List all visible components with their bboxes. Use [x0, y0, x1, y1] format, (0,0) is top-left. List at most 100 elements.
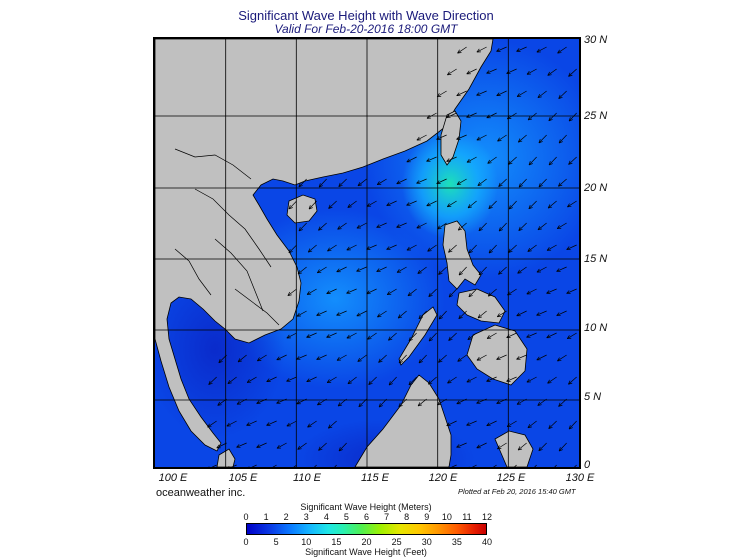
wave-arrow-head	[236, 400, 240, 405]
wave-arrow-head	[536, 312, 540, 316]
wave-arrow-head	[418, 314, 421, 319]
wave-arrow-head	[217, 401, 220, 406]
wave-arrow-head	[457, 52, 462, 54]
wave-arrow	[556, 310, 567, 316]
wave-arrow	[557, 222, 567, 229]
wave-arrow-head	[468, 249, 471, 254]
wave-arrow	[436, 134, 447, 140]
wave-arrow	[477, 178, 487, 186]
legend-meters-tick: 10	[441, 512, 452, 522]
wave-arrow-head	[357, 182, 361, 186]
wave-arrow-head	[276, 356, 280, 361]
wave-arrow	[477, 310, 487, 319]
wave-arrow-head	[478, 229, 483, 232]
wave-arrow-head	[568, 427, 573, 430]
wave-arrow-head	[357, 360, 362, 362]
wave-arrow-head	[568, 117, 571, 122]
wave-arrow-head	[326, 334, 330, 338]
wave-peak-luzon-strait	[402, 129, 498, 239]
wave-arrow	[508, 156, 517, 165]
wave-arrow-head	[477, 314, 481, 319]
wave-arrow-head	[326, 290, 330, 294]
wave-arrow-head	[527, 250, 532, 252]
wave-arrow-head	[366, 202, 370, 207]
wave-arrow-head	[517, 138, 521, 143]
wave-arrow	[288, 244, 297, 254]
wave-arrow	[526, 376, 537, 383]
wave-arrow	[486, 112, 497, 119]
legend-meters-tick: 2	[283, 512, 289, 522]
wave-arrow	[446, 156, 457, 162]
wave-arrow-head	[527, 247, 531, 252]
land-luzon	[442, 220, 482, 290]
wave-arrow	[488, 200, 497, 209]
wave-arrow	[377, 310, 387, 318]
wave-arrow	[336, 354, 347, 361]
wave-arrow-head	[556, 312, 560, 316]
wave-arrow	[356, 310, 367, 317]
wave-arrow	[548, 112, 557, 122]
wave-arrow	[486, 68, 497, 74]
wave-arrow	[558, 398, 567, 407]
wave-arrow	[467, 200, 477, 209]
wave-arrow-head	[297, 272, 303, 275]
wave-arrow-head	[507, 115, 510, 120]
wave-arrow-head	[276, 444, 280, 449]
wave-arrow-head	[536, 48, 540, 53]
wave-arrow-head	[356, 312, 360, 317]
wave-arrow-head	[466, 158, 470, 163]
wave-arrow-head	[416, 224, 420, 229]
wave-arrow-head	[558, 141, 563, 144]
wave-arrow-head	[518, 183, 521, 188]
land-masses	[155, 39, 534, 467]
wave-arrow-head	[437, 228, 442, 230]
wave-arrow-head	[448, 293, 451, 298]
wave-arrow	[548, 156, 557, 166]
wave-arrow-head	[396, 224, 400, 228]
wave-arrow	[306, 332, 317, 338]
wave-arrow-head	[558, 447, 561, 452]
legend-meters-tick: 4	[323, 512, 329, 522]
wave-arrow-head	[488, 249, 491, 254]
wave-arrow-head	[558, 139, 561, 144]
wave-arrow	[486, 332, 497, 339]
wave-arrow-head	[457, 49, 460, 54]
wave-arrow-head	[358, 402, 361, 407]
wave-arrow-head	[306, 291, 310, 295]
wave-arrow-head	[508, 205, 511, 210]
wave-arrow-head	[486, 422, 490, 426]
wave-arrow	[498, 178, 507, 187]
wave-arrow	[568, 68, 577, 77]
wave-arrow-head	[548, 161, 551, 166]
lon-label-120e: 120 E	[428, 472, 458, 484]
wave-arrow	[388, 332, 397, 341]
wave-arrow	[567, 332, 577, 340]
wave-arrow-head	[457, 357, 460, 362]
wave-arrow	[307, 420, 317, 428]
wave-arrow-head	[336, 268, 340, 272]
wave-arrow-head	[557, 52, 562, 54]
wave-arrow-head	[287, 291, 291, 296]
wave-arrow-head	[427, 250, 432, 252]
wave-arrow-head	[526, 70, 530, 75]
wave-arrow-head	[497, 445, 500, 450]
wave-arrow-head	[458, 273, 463, 276]
wave-arrow-head	[456, 92, 460, 96]
wave-arrow	[546, 332, 557, 339]
wave-arrow	[466, 420, 477, 426]
wave-arrow-head	[506, 378, 510, 382]
wave-arrow	[426, 156, 437, 162]
wave-arrow-head	[526, 334, 530, 338]
wave-arrow-head	[388, 336, 391, 341]
wave-arrow-head	[388, 381, 391, 386]
wave-arrow-head	[246, 422, 250, 426]
wave-arrow	[526, 288, 537, 295]
wave-arrow-head	[357, 357, 360, 362]
wave-arrow-head	[297, 445, 300, 450]
wave-arrow	[236, 398, 247, 405]
wave-arrow-head	[516, 93, 520, 97]
wave-arrow-head	[308, 205, 311, 210]
wave-arrow-head	[448, 466, 450, 467]
lon-label-130e: 130 E	[565, 472, 595, 484]
wave-arrow-head	[316, 356, 320, 360]
